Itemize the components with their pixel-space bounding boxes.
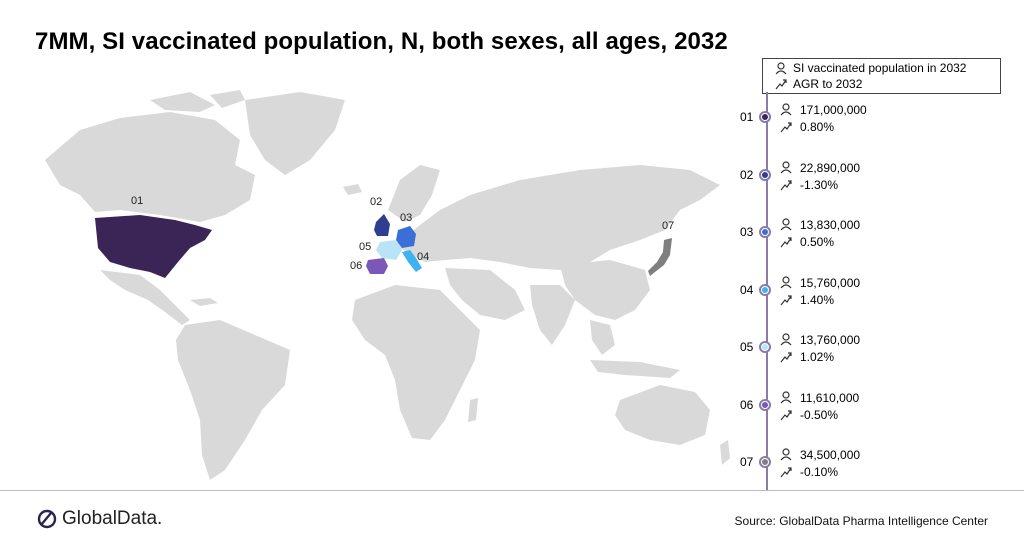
market-color-dot — [762, 344, 768, 350]
market-population: 13,830,000 — [800, 217, 861, 232]
market-rank: 01 — [740, 110, 754, 124]
market-agr: 0.80% — [800, 119, 835, 134]
market-marker — [759, 111, 771, 123]
market-marker — [759, 169, 771, 181]
market-population: 11,610,000 — [800, 390, 860, 405]
market-agr: 1.40% — [800, 292, 835, 307]
map-label-italy: 04 — [417, 251, 430, 263]
map-label-spain: 06 — [350, 260, 363, 272]
market-marker — [759, 284, 771, 296]
market-rank: 04 — [740, 283, 754, 297]
market-color-dot — [762, 287, 768, 293]
map-label-us: 01 — [131, 195, 144, 207]
person-icon — [780, 391, 792, 404]
legend-agr-row: AGR to 2032 — [775, 76, 862, 92]
market-marker — [759, 456, 771, 468]
market-agr: 1.02% — [800, 349, 835, 364]
market-stats: 34,500,000 -0.10% — [780, 446, 860, 480]
person-icon — [780, 218, 792, 231]
legend-population-row: SI vaccinated population in 2032 — [775, 60, 966, 76]
trend-arrow-icon — [780, 179, 792, 190]
trend-arrow-icon — [780, 121, 792, 132]
market-agr: 0.50% — [800, 234, 835, 249]
market-population: 171,000,000 — [800, 102, 867, 117]
legend-population-label: SI vaccinated population in 2032 — [793, 61, 967, 75]
market-stats: 11,610,000 -0.50% — [780, 389, 859, 423]
market-marker — [759, 226, 771, 238]
market-stats: 171,000,000 0.80% — [780, 101, 867, 135]
market-color-dot — [762, 114, 768, 120]
country-uk — [374, 214, 390, 236]
person-icon — [780, 103, 792, 116]
market-population: 22,890,000 — [800, 160, 861, 175]
market-stats: 15,760,000 1.40% — [780, 274, 860, 308]
country-italy — [402, 250, 422, 272]
market-population: 13,760,000 — [800, 332, 861, 347]
market-color-dot — [762, 459, 768, 465]
person-icon — [780, 161, 792, 174]
market-stats: 22,890,000 -1.30% — [780, 159, 860, 193]
trend-arrow-icon — [780, 236, 792, 247]
map-label-france: 05 — [359, 241, 372, 253]
globaldata-logo-icon — [37, 509, 57, 529]
market-marker — [759, 399, 771, 411]
market-color-dot — [762, 172, 768, 178]
market-rank: 05 — [740, 340, 754, 354]
market-stats: 13,830,000 0.50% — [780, 216, 860, 250]
country-japan — [648, 238, 672, 276]
market-color-dot — [762, 402, 768, 408]
world-map — [45, 90, 730, 480]
market-agr: -0.50% — [800, 407, 839, 422]
market-rank: 06 — [740, 398, 754, 412]
source-note: Source: GlobalData Pharma Intelligence C… — [734, 514, 988, 528]
market-population: 15,760,000 — [800, 275, 861, 290]
trend-arrow-icon — [780, 351, 792, 362]
world-landmass — [45, 90, 730, 480]
person-icon — [780, 276, 792, 289]
country-france — [376, 240, 402, 260]
market-rank: 07 — [740, 455, 754, 469]
person-icon — [780, 333, 792, 346]
trend-arrow-icon — [780, 466, 792, 477]
map-label-uk: 02 — [370, 196, 383, 208]
globaldata-logo: GlobalData. — [36, 508, 162, 530]
market-color-dot — [762, 229, 768, 235]
market-marker — [759, 341, 771, 353]
footer-divider — [0, 490, 1024, 491]
legend: SI vaccinated population in 2032 AGR to … — [762, 58, 1001, 94]
trend-arrow-icon — [775, 79, 787, 90]
country-spain — [366, 258, 388, 274]
market-rank: 03 — [740, 225, 754, 239]
market-rank: 02 — [740, 168, 754, 182]
country-germany — [396, 226, 416, 248]
person-icon — [780, 448, 792, 461]
map-label-japan: 07 — [662, 220, 675, 232]
page-title: 7MM, SI vaccinated population, N, both s… — [35, 28, 728, 55]
market-stats: 13,760,000 1.02% — [780, 331, 860, 365]
brand-name: GlobalData. — [62, 508, 163, 529]
market-population: 34,500,000 — [800, 447, 861, 462]
market-agr: -1.30% — [800, 177, 839, 192]
map-label-germany: 03 — [400, 212, 413, 224]
market-agr: -0.10% — [800, 464, 839, 479]
person-icon — [775, 61, 787, 74]
country-us — [95, 215, 212, 278]
trend-arrow-icon — [780, 409, 792, 420]
trend-arrow-icon — [780, 294, 792, 305]
legend-agr-label: AGR to 2032 — [793, 77, 863, 91]
